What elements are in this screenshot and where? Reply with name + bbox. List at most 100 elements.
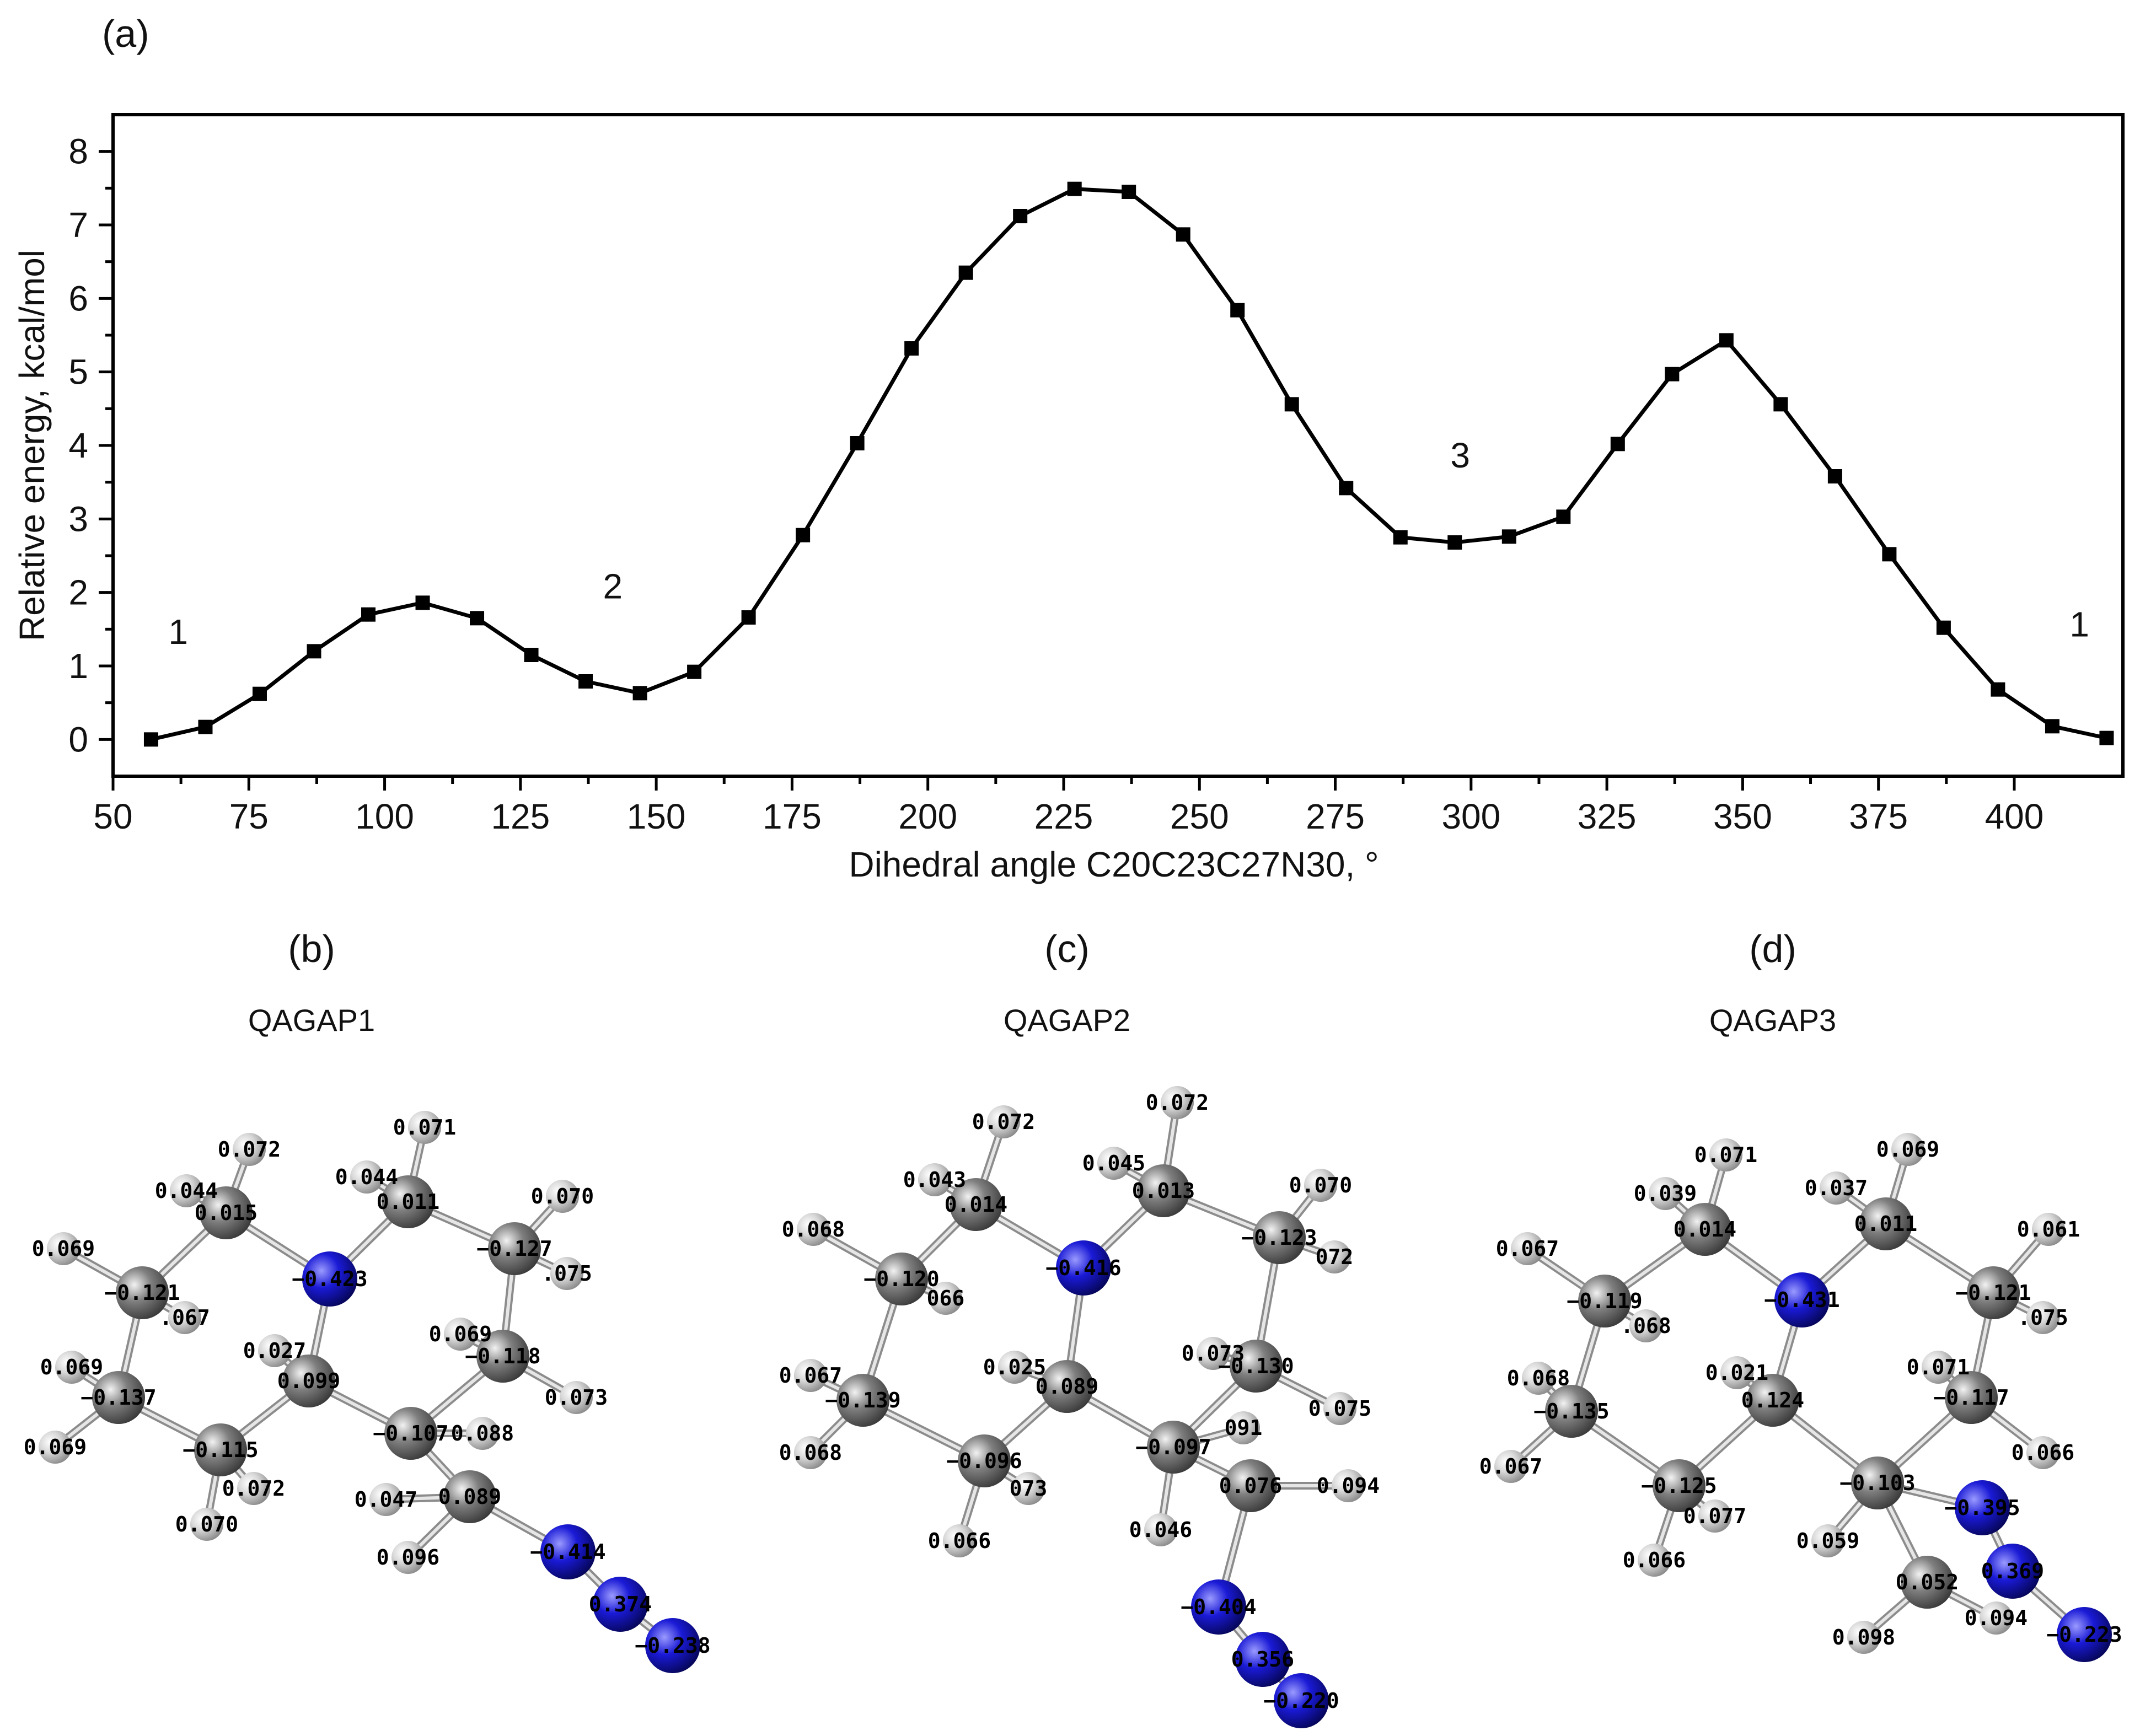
atom-h: [918, 1163, 951, 1196]
atomic-charge: −0.130: [1218, 1354, 1294, 1378]
data-point: [307, 644, 321, 659]
atomic-charge: −0.404: [1181, 1595, 1256, 1619]
atomic-charge: 0.068: [1507, 1366, 1570, 1390]
atomic-charge: 0.052: [1896, 1570, 1959, 1594]
atom-h: [2026, 1436, 2059, 1469]
region-label: 1: [2069, 605, 2089, 644]
atomic-charge: 0.067: [1479, 1454, 1542, 1479]
atom-h: [170, 1174, 203, 1207]
atomic-charge: 0.069: [32, 1237, 95, 1261]
atomic-charge: −0.416: [1045, 1256, 1121, 1280]
data-point: [1719, 333, 1734, 348]
atomic-charge: 0.356: [1231, 1647, 1294, 1671]
series-group: [143, 181, 2114, 747]
atom-n: [2057, 1607, 2112, 1662]
atoms: [794, 1086, 1365, 1728]
x-tick-label: 250: [1170, 797, 1229, 836]
atomic-charge: 072: [1316, 1245, 1354, 1269]
atom-h: [258, 1334, 291, 1367]
atom-h: [987, 1105, 1020, 1138]
atoms: [1494, 1133, 2112, 1662]
x-axis-ticks: 50 75 100 125 150 175 200 225 250 275 300 325 350 375…: [93, 776, 2044, 836]
data-point: [1339, 481, 1354, 496]
data-point: [470, 611, 485, 626]
data-point: [2099, 730, 2114, 745]
atom-c: [836, 1374, 889, 1427]
atom-n: [1056, 1240, 1111, 1296]
atomic-charge: 0.075: [1308, 1396, 1371, 1421]
atom-h: [168, 1301, 201, 1334]
charge-labels: 0.067 −0.119.068 0.068 −0.135 0.067 −0.125 0.0…: [1479, 1137, 2122, 1649]
molecule-name: QAGAP3: [1709, 1003, 1836, 1038]
atomic-charge: −0.115: [183, 1438, 258, 1462]
data-point: [904, 341, 919, 356]
atom-c: [1224, 1459, 1277, 1512]
atom-h: [1144, 1513, 1177, 1546]
atom-c: [194, 1423, 247, 1476]
atomic-charge: −0.423: [292, 1267, 367, 1291]
atomic-charge: 0.039: [1634, 1181, 1697, 1206]
atom-c: [950, 1178, 1002, 1231]
data-point: [1122, 185, 1136, 199]
atomic-charge: 0.068: [782, 1217, 845, 1241]
atomic-charge: −0.121: [1955, 1281, 2031, 1305]
x-tick-label: 75: [229, 797, 269, 836]
data-point: [1067, 181, 1082, 196]
atom-c: [875, 1253, 928, 1305]
molecule-name: QAGAP1: [248, 1003, 375, 1038]
atom-n: [1985, 1544, 2040, 1599]
atom-h: [444, 1318, 477, 1351]
atomic-charge: 073: [1010, 1476, 1048, 1501]
atom-h: [794, 1359, 827, 1392]
molecule-name: QAGAP2: [1004, 1003, 1130, 1038]
atom-h: [998, 1351, 1031, 1384]
atomic-charge: 0.014: [945, 1192, 1007, 1217]
atom-h: [1629, 1309, 1662, 1342]
atom-c: [92, 1371, 145, 1424]
charge-labels: 0.069 −0.121.067 0.069 −0.137 0.069 −0.115 0.0…: [24, 1115, 711, 1658]
atomic-charge: 0.059: [1796, 1529, 1859, 1553]
atom-h: [1891, 1133, 1924, 1166]
atom-c: [1678, 1203, 1731, 1256]
y-tick-label: 1: [68, 646, 88, 686]
atomic-charge: 0.014: [1674, 1217, 1736, 1241]
atom-c: [443, 1470, 496, 1523]
atomic-charge: −0.125: [1641, 1474, 1717, 1498]
x-tick-label: 300: [1441, 797, 1500, 836]
y-axis-ticks: 0 1 2 3 4 5 6 7 8: [68, 132, 113, 759]
y-tick-label: 3: [68, 499, 88, 539]
atom-c: [200, 1186, 253, 1239]
atom-h: [1227, 1411, 1260, 1444]
atom-h: [1811, 1524, 1844, 1557]
region-label: 3: [1450, 436, 1470, 475]
atom-h: [1161, 1086, 1194, 1119]
atom-h: [1720, 1356, 1753, 1389]
atom-c: [1578, 1275, 1631, 1327]
data-point: [1936, 620, 1951, 635]
atom-n: [593, 1577, 648, 1632]
atomic-charge: .075: [541, 1261, 592, 1286]
atomic-charge: 0.076: [1219, 1474, 1282, 1498]
atomic-charge: 0.011: [1854, 1212, 1917, 1236]
x-tick-label: 350: [1713, 797, 1772, 836]
atom-c: [488, 1222, 541, 1275]
data-point: [1665, 367, 1680, 381]
atom-c: [1859, 1197, 1912, 1250]
atomic-charge: 0.011: [377, 1190, 439, 1214]
atomic-charge: −0.123: [1241, 1226, 1317, 1250]
panel-letter: (c): [1044, 927, 1090, 970]
atomic-charge: 0.071: [1694, 1143, 1757, 1167]
atom-h: [546, 1180, 579, 1213]
atom-c: [1040, 1360, 1093, 1413]
x-tick-label: 125: [491, 797, 550, 836]
data-point: [198, 719, 213, 734]
atomic-charge: −0.103: [1839, 1471, 1915, 1495]
atomic-charge: 0.069: [40, 1355, 103, 1379]
data-point: [578, 674, 593, 689]
data-point: [1773, 397, 1788, 412]
atomic-charge: 0.069: [429, 1322, 492, 1346]
atom-h: [1097, 1147, 1130, 1180]
atomic-charge: 0.068: [779, 1441, 842, 1465]
y-tick-label: 8: [68, 132, 88, 171]
